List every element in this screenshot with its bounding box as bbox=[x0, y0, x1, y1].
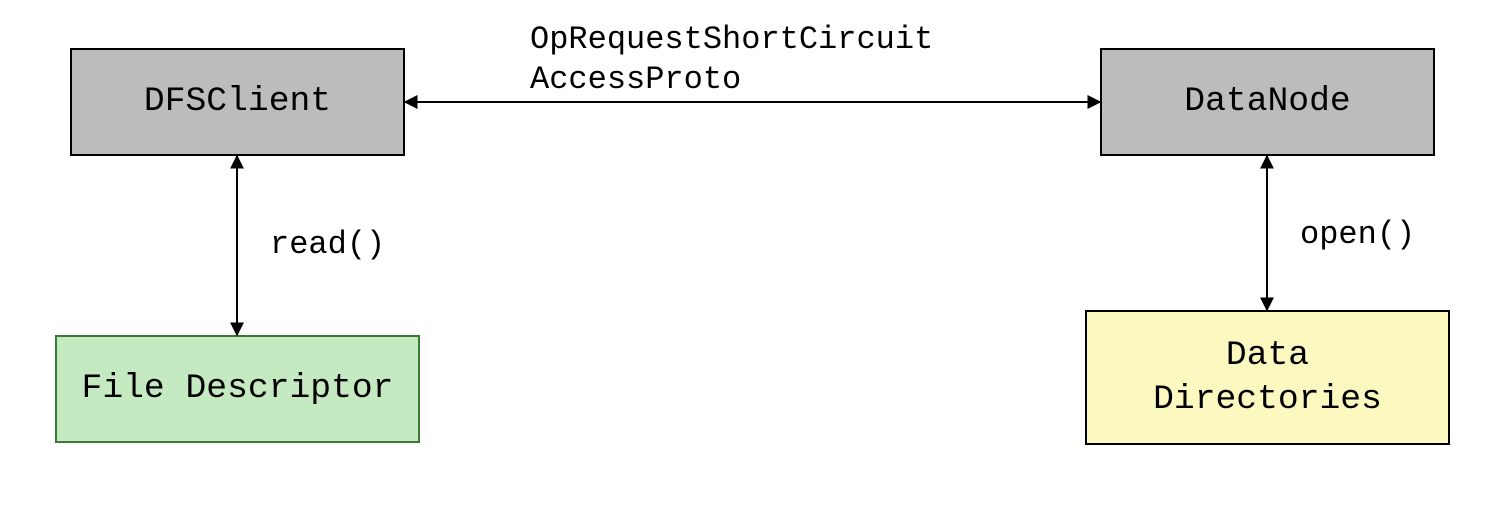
node-file-descriptor: File Descriptor bbox=[55, 335, 420, 443]
node-file-descriptor-label: File Descriptor bbox=[82, 367, 394, 410]
node-data-directories-label: Data Directories bbox=[1153, 334, 1382, 421]
node-dfsclient: DFSClient bbox=[70, 48, 405, 156]
node-data-directories: Data Directories bbox=[1085, 310, 1450, 445]
edge-label-read: read() bbox=[270, 225, 385, 265]
diagram-canvas: DFSClient DataNode File Descriptor Data … bbox=[0, 0, 1500, 518]
node-datanode-label: DataNode bbox=[1184, 80, 1350, 123]
edge-label-oprequest: OpRequestShortCircuit AccessProto bbox=[530, 20, 933, 100]
node-dfsclient-label: DFSClient bbox=[144, 80, 331, 123]
node-datanode: DataNode bbox=[1100, 48, 1435, 156]
edge-label-open: open() bbox=[1300, 215, 1415, 255]
